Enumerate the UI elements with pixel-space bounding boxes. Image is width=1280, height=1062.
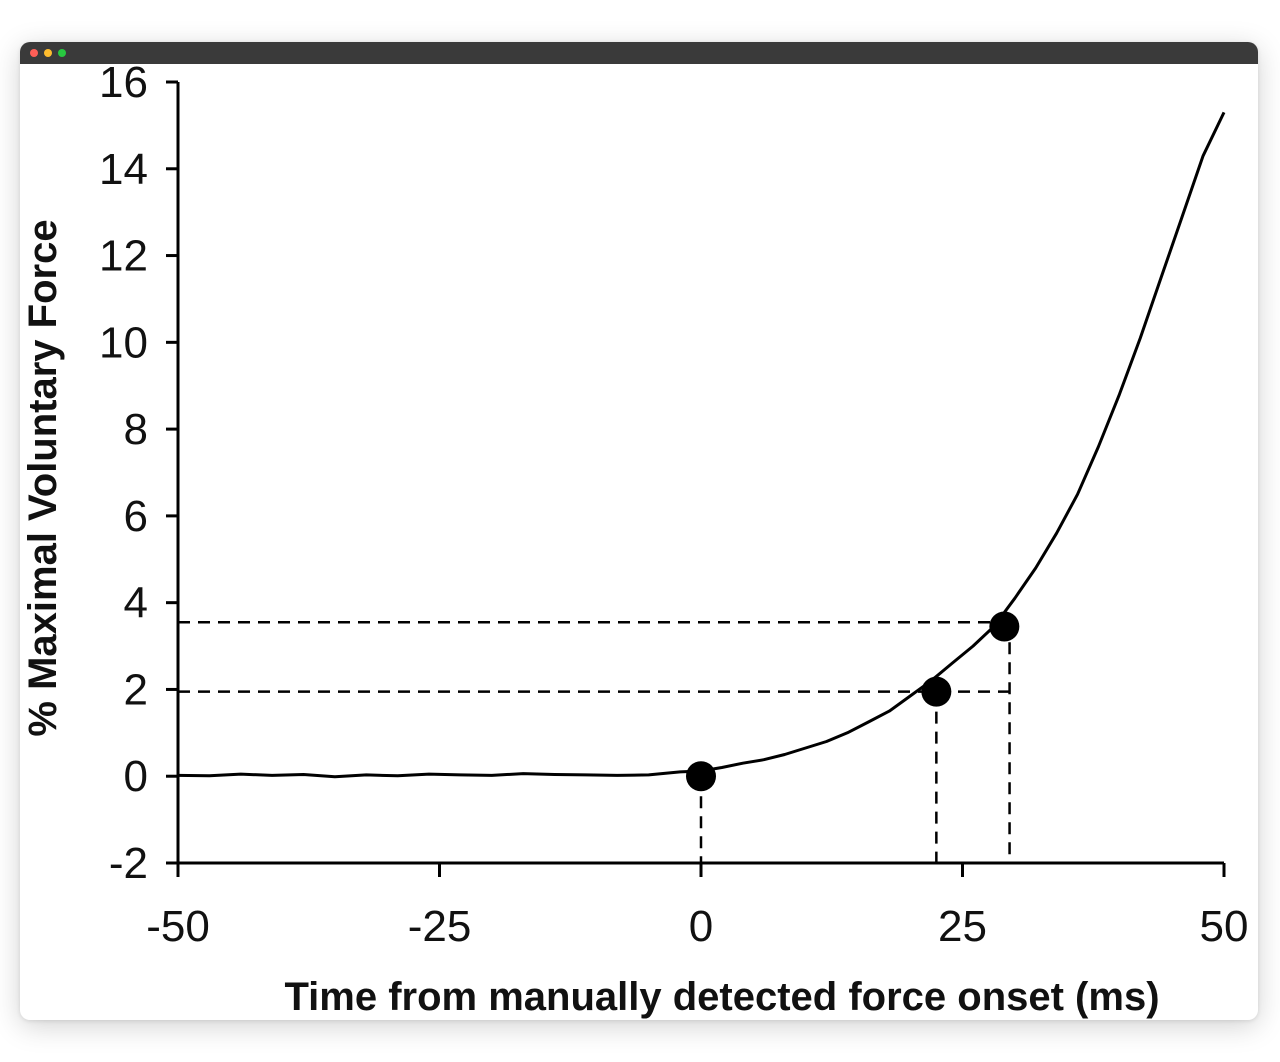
y-tick-label: 14 — [99, 145, 148, 194]
y-tick-label: 12 — [99, 232, 148, 281]
y-tick-label: -2 — [109, 839, 148, 888]
x-tick-label: 25 — [938, 902, 987, 951]
data-point-marker — [989, 611, 1020, 642]
y-tick-label: 10 — [99, 318, 148, 367]
x-tick-label: 50 — [1200, 902, 1249, 951]
x-tick-label: -25 — [408, 902, 472, 951]
markers — [686, 611, 1020, 792]
y-tick-label: 8 — [124, 405, 148, 454]
force-curve — [177, 111, 1226, 779]
y-tick-label: 0 — [124, 752, 148, 801]
tick-labels: -2 0 2 4 6 8 10 12 14 16 -50 -25 0 25 50 — [99, 58, 1248, 951]
data-point-marker — [921, 676, 952, 707]
y-axis-title: % Maximal Voluntary Force — [21, 219, 65, 736]
series — [177, 111, 1226, 779]
app-window: -2 0 2 4 6 8 10 12 14 16 -50 -25 0 25 50 Time from man… — [20, 42, 1258, 1020]
minimize-button[interactable] — [44, 49, 52, 57]
y-tick-label: 2 — [124, 665, 148, 714]
reference-lines — [178, 620, 1011, 863]
close-button[interactable] — [30, 49, 38, 57]
chart: -2 0 2 4 6 8 10 12 14 16 -50 -25 0 25 50 Time from man… — [21, 58, 1248, 1019]
y-tick-label: 6 — [124, 492, 148, 541]
x-tick-label: 0 — [689, 902, 713, 951]
zoom-button[interactable] — [58, 49, 66, 57]
data-point-marker — [686, 761, 716, 792]
y-tick-label: 16 — [99, 58, 148, 107]
title-bar — [20, 42, 1258, 64]
axes — [166, 80, 1226, 877]
x-tick-label: -50 — [146, 902, 210, 951]
x-axis-title: Time from manually detected force onset … — [284, 975, 1159, 1019]
y-tick-label: 4 — [124, 579, 148, 628]
